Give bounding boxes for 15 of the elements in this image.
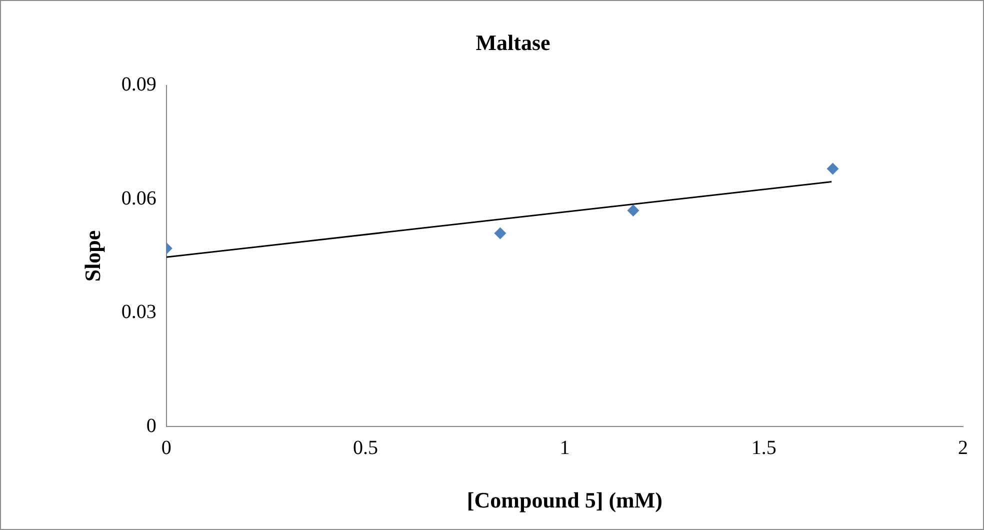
x-tick-label: 0.5 xyxy=(353,436,378,459)
x-tick-label: 1 xyxy=(560,436,570,459)
point xyxy=(494,227,506,240)
chart-title: Maltase xyxy=(476,30,550,55)
y-tick-label: 0.03 xyxy=(121,301,156,324)
y-tick-label: 0.06 xyxy=(121,187,156,210)
x-tick-label: 1.5 xyxy=(751,436,776,459)
point xyxy=(627,204,640,217)
y-tick-label: 0 xyxy=(146,414,156,437)
x-tick-label: 2 xyxy=(958,436,968,459)
y-axis-title: Slope xyxy=(80,230,105,282)
point xyxy=(826,162,839,175)
x-tick-label: 0 xyxy=(161,436,172,459)
x-axis-title: [Compound 5] (mM) xyxy=(466,487,662,512)
y-tick-label: 0.09 xyxy=(121,74,156,96)
